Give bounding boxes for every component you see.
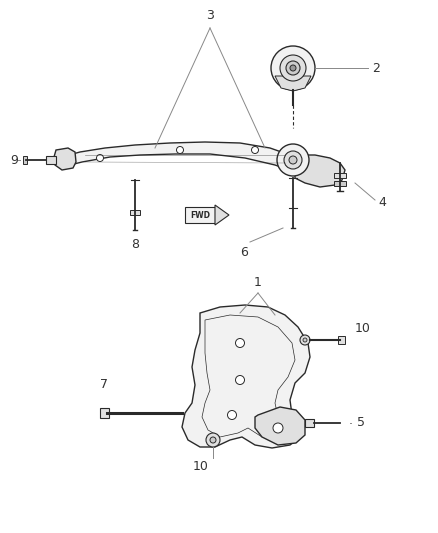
Circle shape (210, 437, 216, 443)
Circle shape (286, 61, 300, 75)
Text: 10: 10 (193, 460, 209, 473)
Text: 3: 3 (206, 9, 214, 22)
Circle shape (289, 156, 297, 164)
Circle shape (300, 335, 310, 345)
Text: 5: 5 (357, 416, 365, 430)
Polygon shape (215, 205, 229, 225)
Polygon shape (56, 142, 310, 175)
Circle shape (177, 147, 184, 154)
Text: 2: 2 (372, 61, 380, 75)
Circle shape (236, 338, 244, 348)
Circle shape (303, 338, 307, 342)
Circle shape (280, 55, 306, 81)
Polygon shape (255, 407, 305, 445)
Polygon shape (182, 305, 310, 448)
Bar (338, 336, 345, 344)
Circle shape (290, 65, 296, 71)
Circle shape (227, 410, 237, 419)
Polygon shape (54, 148, 76, 170)
Text: 9: 9 (10, 154, 18, 166)
Bar (305, 419, 314, 427)
Polygon shape (275, 76, 311, 91)
Text: 1: 1 (254, 276, 262, 289)
Text: 4: 4 (378, 196, 386, 208)
Circle shape (206, 433, 220, 447)
Bar (185, 207, 215, 223)
Text: 6: 6 (240, 246, 248, 259)
Bar (130, 210, 140, 215)
Circle shape (277, 144, 309, 176)
Circle shape (96, 155, 103, 161)
Circle shape (273, 423, 283, 433)
Bar (46, 156, 56, 164)
Text: 8: 8 (131, 238, 139, 251)
Text: FWD: FWD (190, 211, 210, 220)
Text: 7: 7 (100, 378, 108, 391)
Bar (23, 156, 27, 164)
Text: 10: 10 (355, 321, 371, 335)
Circle shape (236, 376, 244, 384)
Bar (334, 173, 346, 178)
Bar (334, 181, 346, 186)
Circle shape (251, 147, 258, 154)
Bar (100, 408, 109, 418)
Polygon shape (295, 155, 345, 187)
Circle shape (284, 151, 302, 169)
Circle shape (271, 46, 315, 90)
